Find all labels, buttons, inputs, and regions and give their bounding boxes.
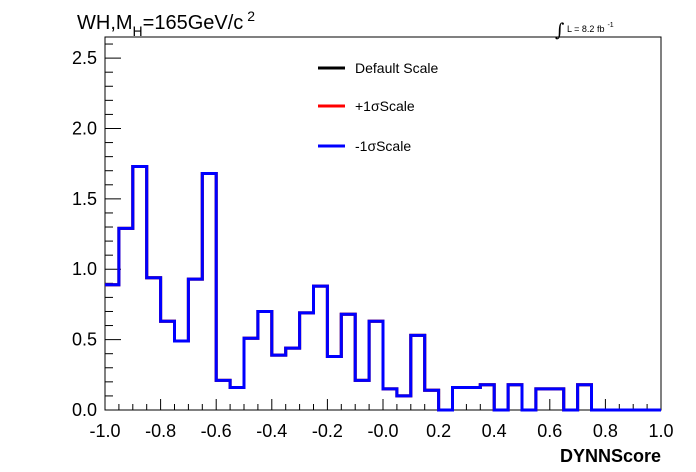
y-tick-labels: 0.0 0.5 1.0 1.5 2.0 2.5 bbox=[72, 48, 97, 420]
x-tick-label: -0.6 bbox=[201, 421, 232, 441]
luminosity-superscript: -1 bbox=[607, 22, 613, 29]
y-tick-label: 0.5 bbox=[72, 330, 97, 350]
y-tick-label: 1.5 bbox=[72, 189, 97, 209]
x-tick-label: -0.2 bbox=[312, 421, 343, 441]
axis-ticks bbox=[104, 43, 662, 411]
chart-title: WH,MH=165GeV/c 2 bbox=[77, 8, 255, 39]
legend-label: -1σScale bbox=[355, 138, 411, 154]
x-tick-label: -1.0 bbox=[89, 421, 120, 441]
x-tick-label: -0.0 bbox=[367, 421, 398, 441]
title-rest: =165GeV/c bbox=[143, 12, 244, 34]
x-tick-label: -0.4 bbox=[256, 421, 287, 441]
x-tick-labels: -1.0 -0.8 -0.6 -0.4 -0.2 -0.0 0.2 0.4 0.6 0.8 1.0 bbox=[89, 421, 673, 441]
x-tick-label: 1.0 bbox=[648, 421, 673, 441]
legend-label: Default Scale bbox=[355, 60, 438, 76]
x-tick-label: 0.4 bbox=[482, 421, 507, 441]
x-axis-label: DYNNScore bbox=[560, 446, 661, 466]
x-tick-label: 0.6 bbox=[537, 421, 562, 441]
series-line-2 bbox=[105, 165, 661, 412]
title-subscript: H bbox=[133, 23, 143, 39]
x-tick-label: 0.2 bbox=[426, 421, 451, 441]
y-tick-label: 2.5 bbox=[72, 48, 97, 68]
y-tick-label: 2.0 bbox=[72, 118, 97, 138]
x-tick-label: -0.8 bbox=[145, 421, 176, 441]
y-tick-label: 0.0 bbox=[72, 400, 97, 420]
title-superscript: 2 bbox=[247, 8, 255, 24]
x-tick-label: 0.8 bbox=[593, 421, 618, 441]
luminosity-label: L = 8.2 fb -1 bbox=[567, 22, 614, 34]
legend: Default Scale +1σScale -1σScale bbox=[318, 60, 438, 154]
y-tick-label: 1.0 bbox=[72, 259, 97, 279]
legend-label: +1σScale bbox=[355, 98, 415, 114]
luminosity-integral: ∫ bbox=[555, 20, 565, 41]
series-layer bbox=[105, 165, 661, 412]
